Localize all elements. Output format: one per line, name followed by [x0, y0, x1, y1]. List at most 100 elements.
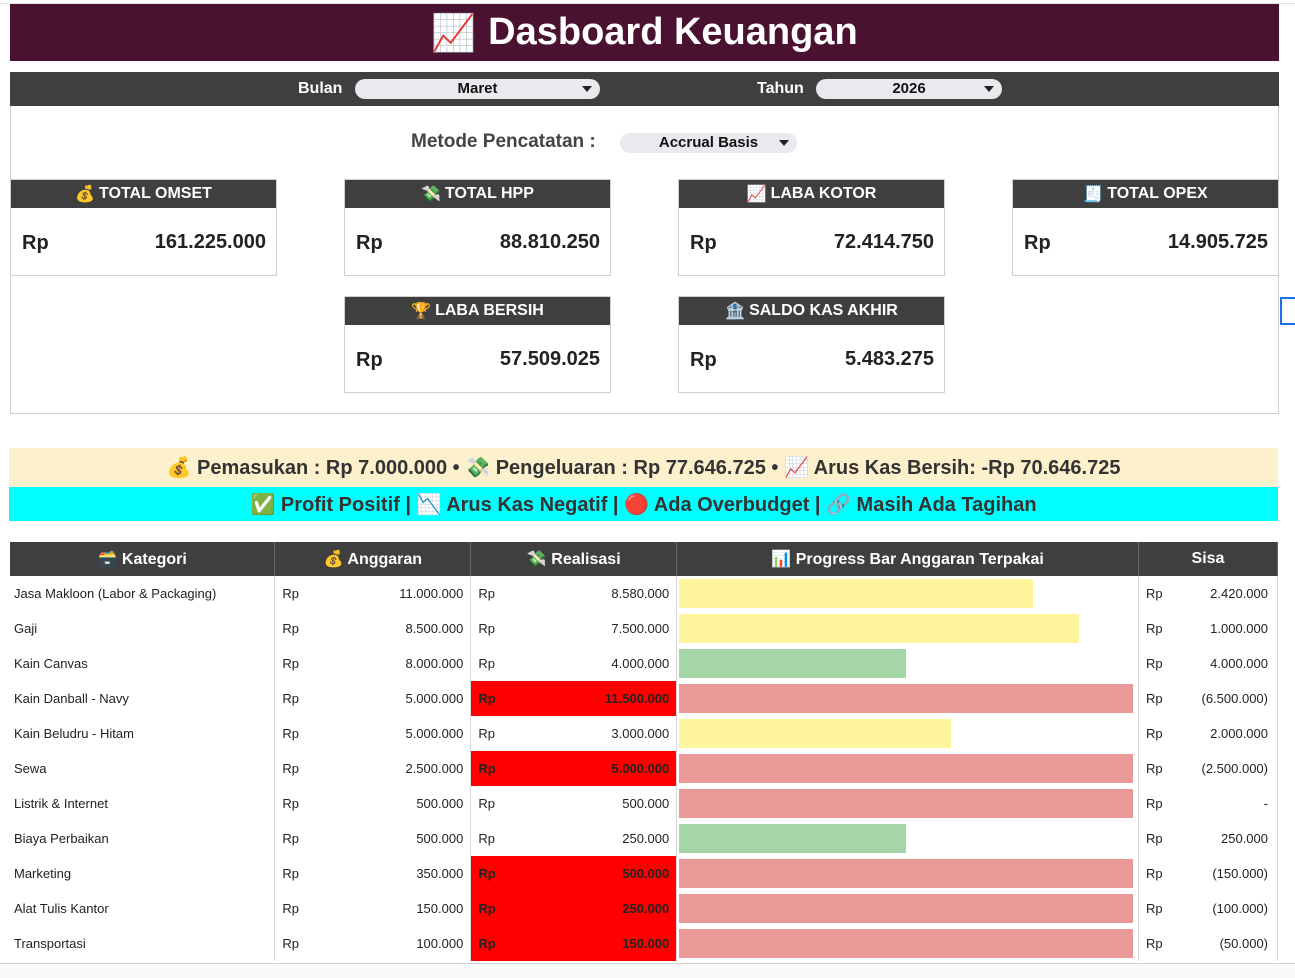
currency-label: Rp [478, 831, 495, 846]
table-row[interactable]: Kain Canvas Rp 8.000.000 Rp 4.000.000 Rp 4.000… [10, 646, 1279, 681]
cell-kategori[interactable]: Alat Tulis Kantor [10, 891, 276, 926]
tahun-dropdown[interactable]: 2026 [816, 79, 1002, 99]
cell-progress[interactable] [676, 681, 1139, 716]
cell-progress[interactable] [676, 646, 1139, 681]
cell-kategori[interactable]: Kain Beludru - Hitam [10, 716, 276, 751]
budget-table: 🗃️ Kategori 💰 Anggaran 💸 Realisasi 📊 Pro… [10, 542, 1279, 961]
cell-kategori[interactable]: Kain Canvas [10, 646, 276, 681]
table-row[interactable]: Kain Danball - Navy Rp 5.000.000 Rp 11.500.0… [10, 681, 1279, 716]
currency-label: Rp [356, 232, 383, 254]
cell-sisa[interactable]: Rp 1.000.000 [1138, 611, 1279, 646]
header-realisasi[interactable]: 💸 Realisasi [470, 542, 678, 576]
table-row[interactable]: Listrik & Internet Rp 500.000 Rp 500.000 Rp - [10, 786, 1279, 821]
currency-label: Rp [1145, 586, 1163, 601]
cell-realisasi[interactable]: Rp 500.000 [470, 786, 678, 821]
currency-label: Rp [1024, 232, 1051, 254]
cell-anggaran[interactable]: Rp 500.000 [274, 821, 472, 856]
anggaran-value: 500.000 [416, 831, 464, 846]
cell-kategori[interactable]: Marketing [10, 856, 276, 891]
cell-progress[interactable] [676, 716, 1139, 751]
bulan-dropdown[interactable]: Maret [355, 79, 600, 99]
cell-progress[interactable] [676, 821, 1139, 856]
progress-bar [679, 719, 952, 748]
cell-kategori[interactable]: Sewa [10, 751, 276, 786]
header-sisa[interactable]: Sisa [1138, 542, 1279, 576]
cell-anggaran[interactable]: Rp 500.000 [274, 786, 472, 821]
header-kategori[interactable]: 🗃️ Kategori [10, 542, 276, 576]
table-row[interactable]: Jasa Makloon (Labor & Packaging) Rp 11.000… [10, 576, 1279, 611]
sisa-value: (100.000) [1212, 901, 1268, 916]
cell-anggaran[interactable]: Rp 8.500.000 [274, 611, 472, 646]
cell-sisa[interactable]: Rp 2.000.000 [1138, 716, 1279, 751]
kpi-header: 💸 TOTAL HPP [345, 180, 610, 208]
cell-sisa[interactable]: Rp 250.000 [1138, 821, 1279, 856]
progress-bar [679, 859, 1134, 888]
cell-sisa[interactable]: Rp 4.000.000 [1138, 646, 1279, 681]
cell-kategori[interactable]: Jasa Makloon (Labor & Packaging) [10, 576, 276, 611]
cell-realisasi[interactable]: Rp 11.500.000 [470, 681, 678, 716]
cell-realisasi[interactable]: Rp 250.000 [470, 891, 678, 926]
cell-selection-handle[interactable] [1280, 297, 1295, 325]
currency-label: Rp [1145, 691, 1163, 706]
cell-progress[interactable] [676, 786, 1139, 821]
cell-progress[interactable] [676, 751, 1139, 786]
cell-kategori[interactable]: Listrik & Internet [10, 786, 276, 821]
table-row[interactable]: Marketing Rp 350.000 Rp 500.000 Rp (150.000) [10, 856, 1279, 891]
cell-sisa[interactable]: Rp (100.000) [1138, 891, 1279, 926]
cell-kategori[interactable]: Kain Danball - Navy [10, 681, 276, 716]
anggaran-value: 150.000 [416, 901, 464, 916]
metode-value: Accrual Basis [658, 134, 759, 151]
cell-realisasi[interactable]: Rp 150.000 [470, 926, 678, 961]
table-row[interactable]: Kain Beludru - Hitam Rp 5.000.000 Rp 3.000.0… [10, 716, 1279, 751]
header-progress[interactable]: 📊 Progress Bar Anggaran Terpakai [676, 542, 1139, 576]
tahun-value: 2026 [892, 80, 926, 97]
sisa-value: (2.500.000) [1201, 761, 1269, 776]
cell-progress[interactable] [676, 856, 1139, 891]
cell-kategori[interactable]: Gaji [10, 611, 276, 646]
progress-bar [679, 929, 1134, 958]
cell-sisa[interactable]: Rp (50.000) [1138, 926, 1279, 961]
currency-label: Rp [1145, 866, 1163, 881]
progress-bar [679, 684, 1134, 713]
metode-dropdown[interactable]: Accrual Basis [620, 133, 797, 153]
table-row[interactable]: Sewa Rp 2.500.000 Rp 5.000.000 Rp (2.500.000) [10, 751, 1279, 786]
cell-anggaran[interactable]: Rp 150.000 [274, 891, 472, 926]
cell-anggaran[interactable]: Rp 350.000 [274, 856, 472, 891]
cell-progress[interactable] [676, 611, 1139, 646]
cell-sisa[interactable]: Rp (6.500.000) [1138, 681, 1279, 716]
kpi-header: 🏆 LABA BERSIH [345, 297, 610, 325]
kpi-header: 📈 LABA KOTOR [679, 180, 944, 208]
cell-realisasi[interactable]: Rp 3.000.000 [470, 716, 678, 751]
cell-anggaran[interactable]: Rp 5.000.000 [274, 716, 472, 751]
cell-progress[interactable] [676, 926, 1139, 961]
header-anggaran[interactable]: 💰 Anggaran [274, 542, 472, 576]
cell-anggaran[interactable]: Rp 2.500.000 [274, 751, 472, 786]
cell-realisasi[interactable]: Rp 5.000.000 [470, 751, 678, 786]
realisasi-value: 3.000.000 [611, 726, 670, 741]
cell-kategori[interactable]: Transportasi [10, 926, 276, 961]
cell-realisasi[interactable]: Rp 4.000.000 [470, 646, 678, 681]
sisa-value: 4.000.000 [1210, 656, 1268, 671]
cell-anggaran[interactable]: Rp 11.000.000 [274, 576, 472, 611]
cell-progress[interactable] [676, 891, 1139, 926]
currency-label: Rp [1145, 726, 1163, 741]
table-row[interactable]: Gaji Rp 8.500.000 Rp 7.500.000 Rp 1.000.000 [10, 611, 1279, 646]
cell-realisasi[interactable]: Rp 250.000 [470, 821, 678, 856]
cell-sisa[interactable]: Rp - [1138, 786, 1279, 821]
cell-kategori[interactable]: Biaya Perbaikan [10, 821, 276, 856]
cell-realisasi[interactable]: Rp 8.580.000 [470, 576, 678, 611]
cell-anggaran[interactable]: Rp 8.000.000 [274, 646, 472, 681]
cell-realisasi[interactable]: Rp 500.000 [470, 856, 678, 891]
table-row[interactable]: Biaya Perbaikan Rp 500.000 Rp 250.000 Rp 250.0… [10, 821, 1279, 856]
table-row[interactable]: Transportasi Rp 100.000 Rp 150.000 Rp (50.000) [10, 926, 1279, 961]
cell-realisasi[interactable]: Rp 7.500.000 [470, 611, 678, 646]
cell-sisa[interactable]: Rp (150.000) [1138, 856, 1279, 891]
currency-label: Rp [282, 621, 299, 636]
cell-progress[interactable] [676, 576, 1139, 611]
realisasi-value: 7.500.000 [611, 621, 670, 636]
table-row[interactable]: Alat Tulis Kantor Rp 150.000 Rp 250.000 Rp (10… [10, 891, 1279, 926]
cell-anggaran[interactable]: Rp 5.000.000 [274, 681, 472, 716]
cell-sisa[interactable]: Rp 2.420.000 [1138, 576, 1279, 611]
cell-anggaran[interactable]: Rp 100.000 [274, 926, 472, 961]
cell-sisa[interactable]: Rp (2.500.000) [1138, 751, 1279, 786]
